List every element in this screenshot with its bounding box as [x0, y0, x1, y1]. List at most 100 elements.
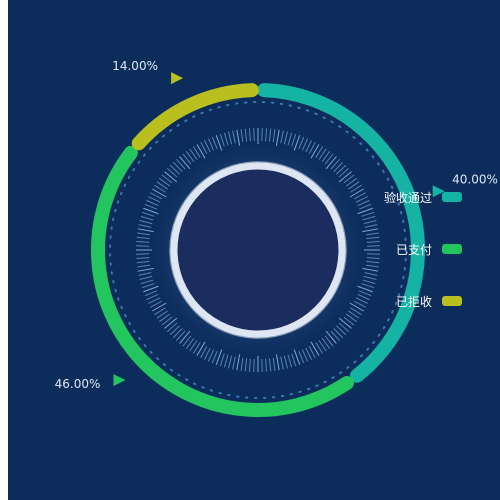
- tick-mark: [223, 132, 229, 146]
- legend-label-2: 已拒收: [395, 294, 432, 309]
- tick-mark: [315, 342, 324, 354]
- tick-mark: [338, 317, 352, 329]
- tick-mark: [349, 188, 364, 198]
- tick-mark: [236, 354, 241, 371]
- tick-mark: [139, 275, 153, 280]
- tick-mark: [321, 337, 331, 349]
- tick-mark: [154, 184, 166, 193]
- tick-mark: [345, 177, 357, 187]
- tick-mark: [192, 146, 201, 158]
- tick-mark: [146, 293, 159, 301]
- tick-mark: [136, 240, 150, 243]
- tick-mark: [338, 167, 349, 178]
- tick-mark: [362, 279, 376, 285]
- percent-label-0: 40.00%: [452, 172, 498, 186]
- tick-mark: [152, 188, 167, 198]
- tick-mark: [272, 129, 276, 143]
- legend-item-1[interactable]: 已支付: [396, 241, 462, 257]
- tick-mark: [358, 290, 372, 297]
- tick-mark: [325, 330, 337, 344]
- tick-mark: [330, 159, 341, 170]
- tick-mark: [219, 353, 225, 367]
- tick-mark: [345, 313, 357, 323]
- legend-item-0[interactable]: 验收通过: [384, 189, 462, 205]
- tick-mark: [154, 307, 166, 316]
- tick-mark: [318, 148, 327, 160]
- tick-mark: [283, 131, 288, 145]
- legend-swatch-1: [442, 244, 462, 254]
- tick-mark: [272, 357, 276, 371]
- tick-mark: [357, 199, 370, 207]
- tick-mark: [236, 129, 241, 146]
- tick-mark: [169, 164, 180, 175]
- tick-mark: [268, 128, 272, 142]
- tick-mark: [150, 192, 162, 200]
- legend-label-1: 已支付: [395, 242, 432, 257]
- tick-mark: [175, 159, 186, 170]
- tick-mark: [283, 355, 288, 369]
- legend-swatch-2: [442, 296, 462, 306]
- tick-mark: [315, 146, 324, 158]
- tick-mark: [182, 335, 192, 347]
- tick-mark: [357, 293, 370, 301]
- tick-mark: [275, 129, 280, 146]
- tick-mark: [156, 310, 168, 319]
- tick-mark: [298, 350, 305, 364]
- tick-mark: [200, 346, 208, 358]
- tick-mark: [287, 354, 293, 368]
- tick-mark: [136, 236, 150, 240]
- tick-mark: [182, 153, 192, 165]
- tick-mark: [355, 297, 368, 304]
- tick-mark: [350, 307, 362, 316]
- tick-mark: [185, 151, 195, 163]
- tick-mark: [291, 353, 297, 367]
- tick-mark: [336, 164, 347, 175]
- percent-labels: 40.00% 46.00% 14.00%: [55, 59, 498, 391]
- tick-mark: [172, 328, 183, 339]
- tick-mark: [280, 130, 284, 144]
- tick-mark: [350, 184, 362, 193]
- tick-mark: [305, 347, 312, 360]
- tick-mark: [211, 350, 218, 364]
- legend-item-2[interactable]: 已拒收: [396, 293, 462, 309]
- tick-mark: [362, 267, 379, 272]
- tick-mark: [137, 264, 151, 268]
- tick-mark: [357, 207, 373, 215]
- tick-mark: [362, 215, 376, 221]
- ring-segments: [91, 83, 425, 417]
- tick-mark: [308, 142, 316, 154]
- tick-mark: [354, 192, 366, 200]
- tick-mark: [310, 144, 320, 159]
- tick-mark: [140, 279, 154, 285]
- tick-mark: [196, 144, 206, 159]
- ring-segment-1: [91, 145, 355, 417]
- tick-mark: [355, 196, 368, 203]
- tick-mark: [240, 357, 244, 371]
- tick-mark: [248, 128, 251, 142]
- tick-mark: [280, 356, 284, 370]
- tick-mark: [223, 354, 229, 368]
- tick-mark: [248, 358, 251, 372]
- tick-mark: [219, 133, 225, 147]
- tick-mark: [232, 356, 236, 370]
- ring-segment-0: [257, 83, 425, 383]
- tick-mark: [161, 174, 173, 184]
- tick-mark: [308, 346, 316, 358]
- tick-mark: [366, 240, 380, 243]
- tick-mark: [152, 302, 167, 312]
- tick-mark: [291, 133, 297, 147]
- tick-mark: [366, 260, 380, 264]
- tick-mark: [358, 203, 372, 210]
- tick-mark: [137, 232, 151, 236]
- tick-mark: [136, 260, 150, 264]
- tick-mark: [189, 148, 198, 160]
- tick-mark: [310, 341, 320, 356]
- tick-mark: [265, 128, 268, 142]
- tick-mark: [324, 335, 334, 347]
- tick-mark: [336, 325, 347, 336]
- tick-ring: [136, 128, 380, 372]
- tick-mark: [293, 135, 301, 151]
- tick-mark: [215, 349, 223, 365]
- tick-mark: [159, 177, 171, 187]
